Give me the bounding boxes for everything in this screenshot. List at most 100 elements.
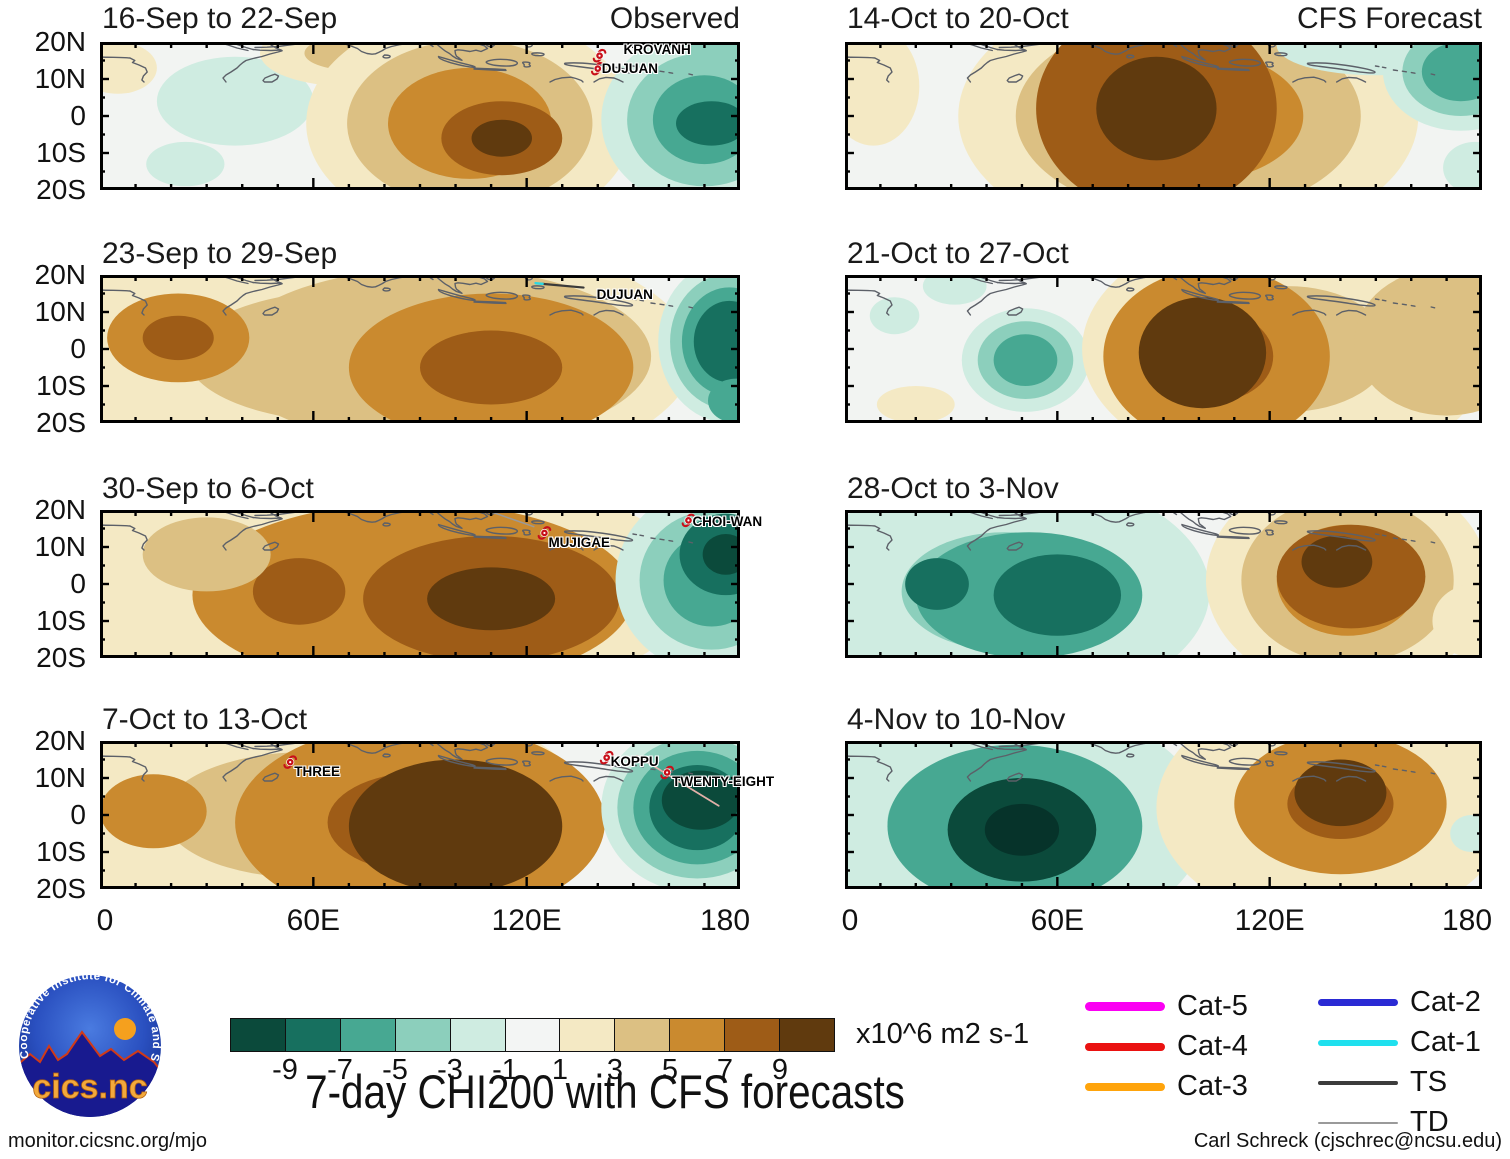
panel-title-7: 7-Oct to 13-Oct: [102, 703, 308, 736]
storm-label: DUJUAN: [601, 60, 659, 76]
legend-item-cat-2: Cat-2: [1318, 986, 1481, 1019]
lat-tick-label: 10S: [36, 836, 86, 867]
observed-label: Observed: [609, 2, 740, 35]
colorbar-tick-label: -3: [437, 1054, 463, 1086]
legend-line-icon: [1085, 1042, 1165, 1051]
lat-tick-label: 10S: [36, 137, 86, 168]
logo-sun-icon: [114, 1018, 136, 1040]
lat-tick-label: 20S: [36, 174, 86, 205]
lat-tick-label: 0: [70, 799, 86, 830]
legend-item-cat-4: Cat-4: [1085, 1030, 1248, 1063]
legend-label: TD: [1410, 1106, 1449, 1138]
colorbar-tick-label: 7: [716, 1054, 734, 1086]
legend-label: Cat-5: [1177, 990, 1248, 1022]
tropical-cyclone-icon: [590, 61, 605, 76]
lat-tick-label: 10S: [36, 370, 86, 401]
storm-label: THREE: [294, 764, 340, 780]
logo-wordmark: cics.nc: [32, 1068, 147, 1106]
tropical-cyclone-icon: [681, 513, 696, 528]
panel-title-4: 21-Oct to 27-Oct: [847, 237, 1069, 270]
legend-item-cat-5: Cat-5: [1085, 990, 1248, 1023]
tropical-cyclone-icon: [599, 750, 614, 765]
storm-label: KOPPU: [610, 753, 659, 769]
cfs-forecast-label: CFS Forecast: [1296, 2, 1482, 35]
lat-axis-row1: 20N 10N 0 10S 20S: [0, 26, 92, 205]
lat-tick-label: 10N: [34, 63, 86, 94]
tropical-cyclone-icon: [592, 48, 607, 63]
storm-legend-col1: Cat-5 Cat-4 Cat-3: [1085, 990, 1248, 1110]
map-panel-obs-week1: KROVANH DUJUAN: [100, 42, 740, 190]
colorbar-tick-label: -9: [272, 1054, 298, 1086]
colorbar-tick-label: -7: [327, 1054, 353, 1086]
colorbar-labels: -9 -7 -5 -3 -1 1 3 5 7 9: [230, 1054, 835, 1088]
legend-item-ts: TS: [1318, 1066, 1481, 1099]
storm-label: DUJUAN: [596, 286, 653, 302]
legend-line-icon: [1318, 1080, 1398, 1085]
lon-tick-label: 120E: [491, 904, 562, 937]
cics-nc-logo: Cooperative Institute for Climate and Sa…: [12, 972, 162, 1117]
lat-tick-label: 0: [70, 100, 86, 131]
lat-tick-label: 10N: [34, 296, 86, 327]
panel-title-6: 28-Oct to 3-Nov: [847, 472, 1059, 505]
colorbar-swatch: [725, 1019, 781, 1051]
legend-line-icon: [1085, 1002, 1165, 1011]
panel-title-5: 30-Sep to 6-Oct: [102, 472, 314, 505]
lat-tick-label: 0: [70, 333, 86, 364]
storm-label: KROVANH: [623, 41, 691, 57]
storm-label: CHOI-WAN: [692, 514, 763, 530]
colorbar-tick-label: -5: [382, 1054, 408, 1086]
map-panel-obs-week3: MUJIGAE CHOI-WAN: [100, 510, 762, 658]
lat-tick-label: 10N: [34, 762, 86, 793]
lat-axis-row4: 20N 10N 0 10S 20S: [0, 725, 92, 904]
legend-item-cat-1: Cat-1: [1318, 1026, 1481, 1059]
lon-tick-label: 60E: [286, 904, 341, 937]
colorbar: [230, 1018, 835, 1052]
legend-label: Cat-3: [1177, 1070, 1248, 1102]
panel-title-2: 14-Oct to 20-Oct: [847, 2, 1069, 35]
panel-title-3: 23-Sep to 29-Sep: [102, 237, 338, 270]
panel-title-1: 16-Sep to 22-Sep: [102, 2, 338, 35]
lat-tick-label: 20N: [34, 494, 86, 525]
logo-mountains-icon: [19, 1030, 161, 1117]
lat-axis-row3: 20N 10N 0 10S 20S: [0, 494, 92, 673]
panel-title-8: 4-Nov to 10-Nov: [847, 703, 1066, 736]
colorbar-swatch: [231, 1019, 286, 1051]
figure-title: 7-day CHI200 with CFS forecasts: [305, 1065, 905, 1118]
storm-label: TWENTY-EIGHT: [672, 774, 775, 790]
footer-credit: Carl Schreck (cjschrec@ncsu.edu): [1193, 1130, 1502, 1152]
lat-tick-label: 10S: [36, 605, 86, 636]
legend-label: Cat-1: [1410, 1026, 1481, 1058]
lon-tick-label: 180: [1441, 904, 1493, 937]
lon-tick-label: 120E: [1234, 904, 1305, 937]
legend-item-cat-3: Cat-3: [1085, 1070, 1248, 1103]
colorbar-units: x10^6 m2 s-1: [856, 1018, 1030, 1050]
map-panel-fcst-week2: [845, 275, 1482, 423]
colorbar-swatch: [285, 1019, 341, 1051]
legend-label: TS: [1410, 1066, 1448, 1098]
map-panel-fcst-week4: [845, 741, 1482, 889]
legend-line-icon: [1085, 1082, 1165, 1091]
colorbar-swatch: [560, 1019, 616, 1051]
map-panel-obs-week2: DUJUAN: [100, 275, 740, 423]
colorbar-tick-label: 5: [661, 1054, 679, 1086]
colorbar-swatch: [450, 1019, 506, 1051]
lat-axis-row2: 20N 10N 0 10S 20S: [0, 259, 92, 438]
tropical-cyclone-icon: [283, 755, 298, 769]
storm-label: MUJIGAE: [548, 534, 610, 550]
lon-axis-right: 0 60E 120E 180: [841, 898, 1492, 937]
tropical-cyclone-icon: [660, 765, 674, 780]
map-panel-fcst-week3: [845, 510, 1482, 658]
legend-label: Cat-4: [1177, 1030, 1248, 1062]
map-panel-obs-week4: THREE KOPPU TWENTY-EIGHT: [100, 741, 774, 889]
legend-line-icon: [1318, 1121, 1398, 1124]
lon-tick-label: 0: [841, 904, 859, 937]
lat-tick-label: 10N: [34, 531, 86, 562]
colorbar-tick-label: 1: [551, 1054, 569, 1086]
colorbar-swatch: [780, 1019, 834, 1051]
lat-tick-label: 20S: [36, 873, 86, 904]
lon-tick-label: 180: [699, 904, 751, 937]
map-panel-fcst-week1: [845, 42, 1482, 190]
legend-line-icon: [1318, 1039, 1398, 1046]
legend-line-icon: [1318, 999, 1398, 1006]
